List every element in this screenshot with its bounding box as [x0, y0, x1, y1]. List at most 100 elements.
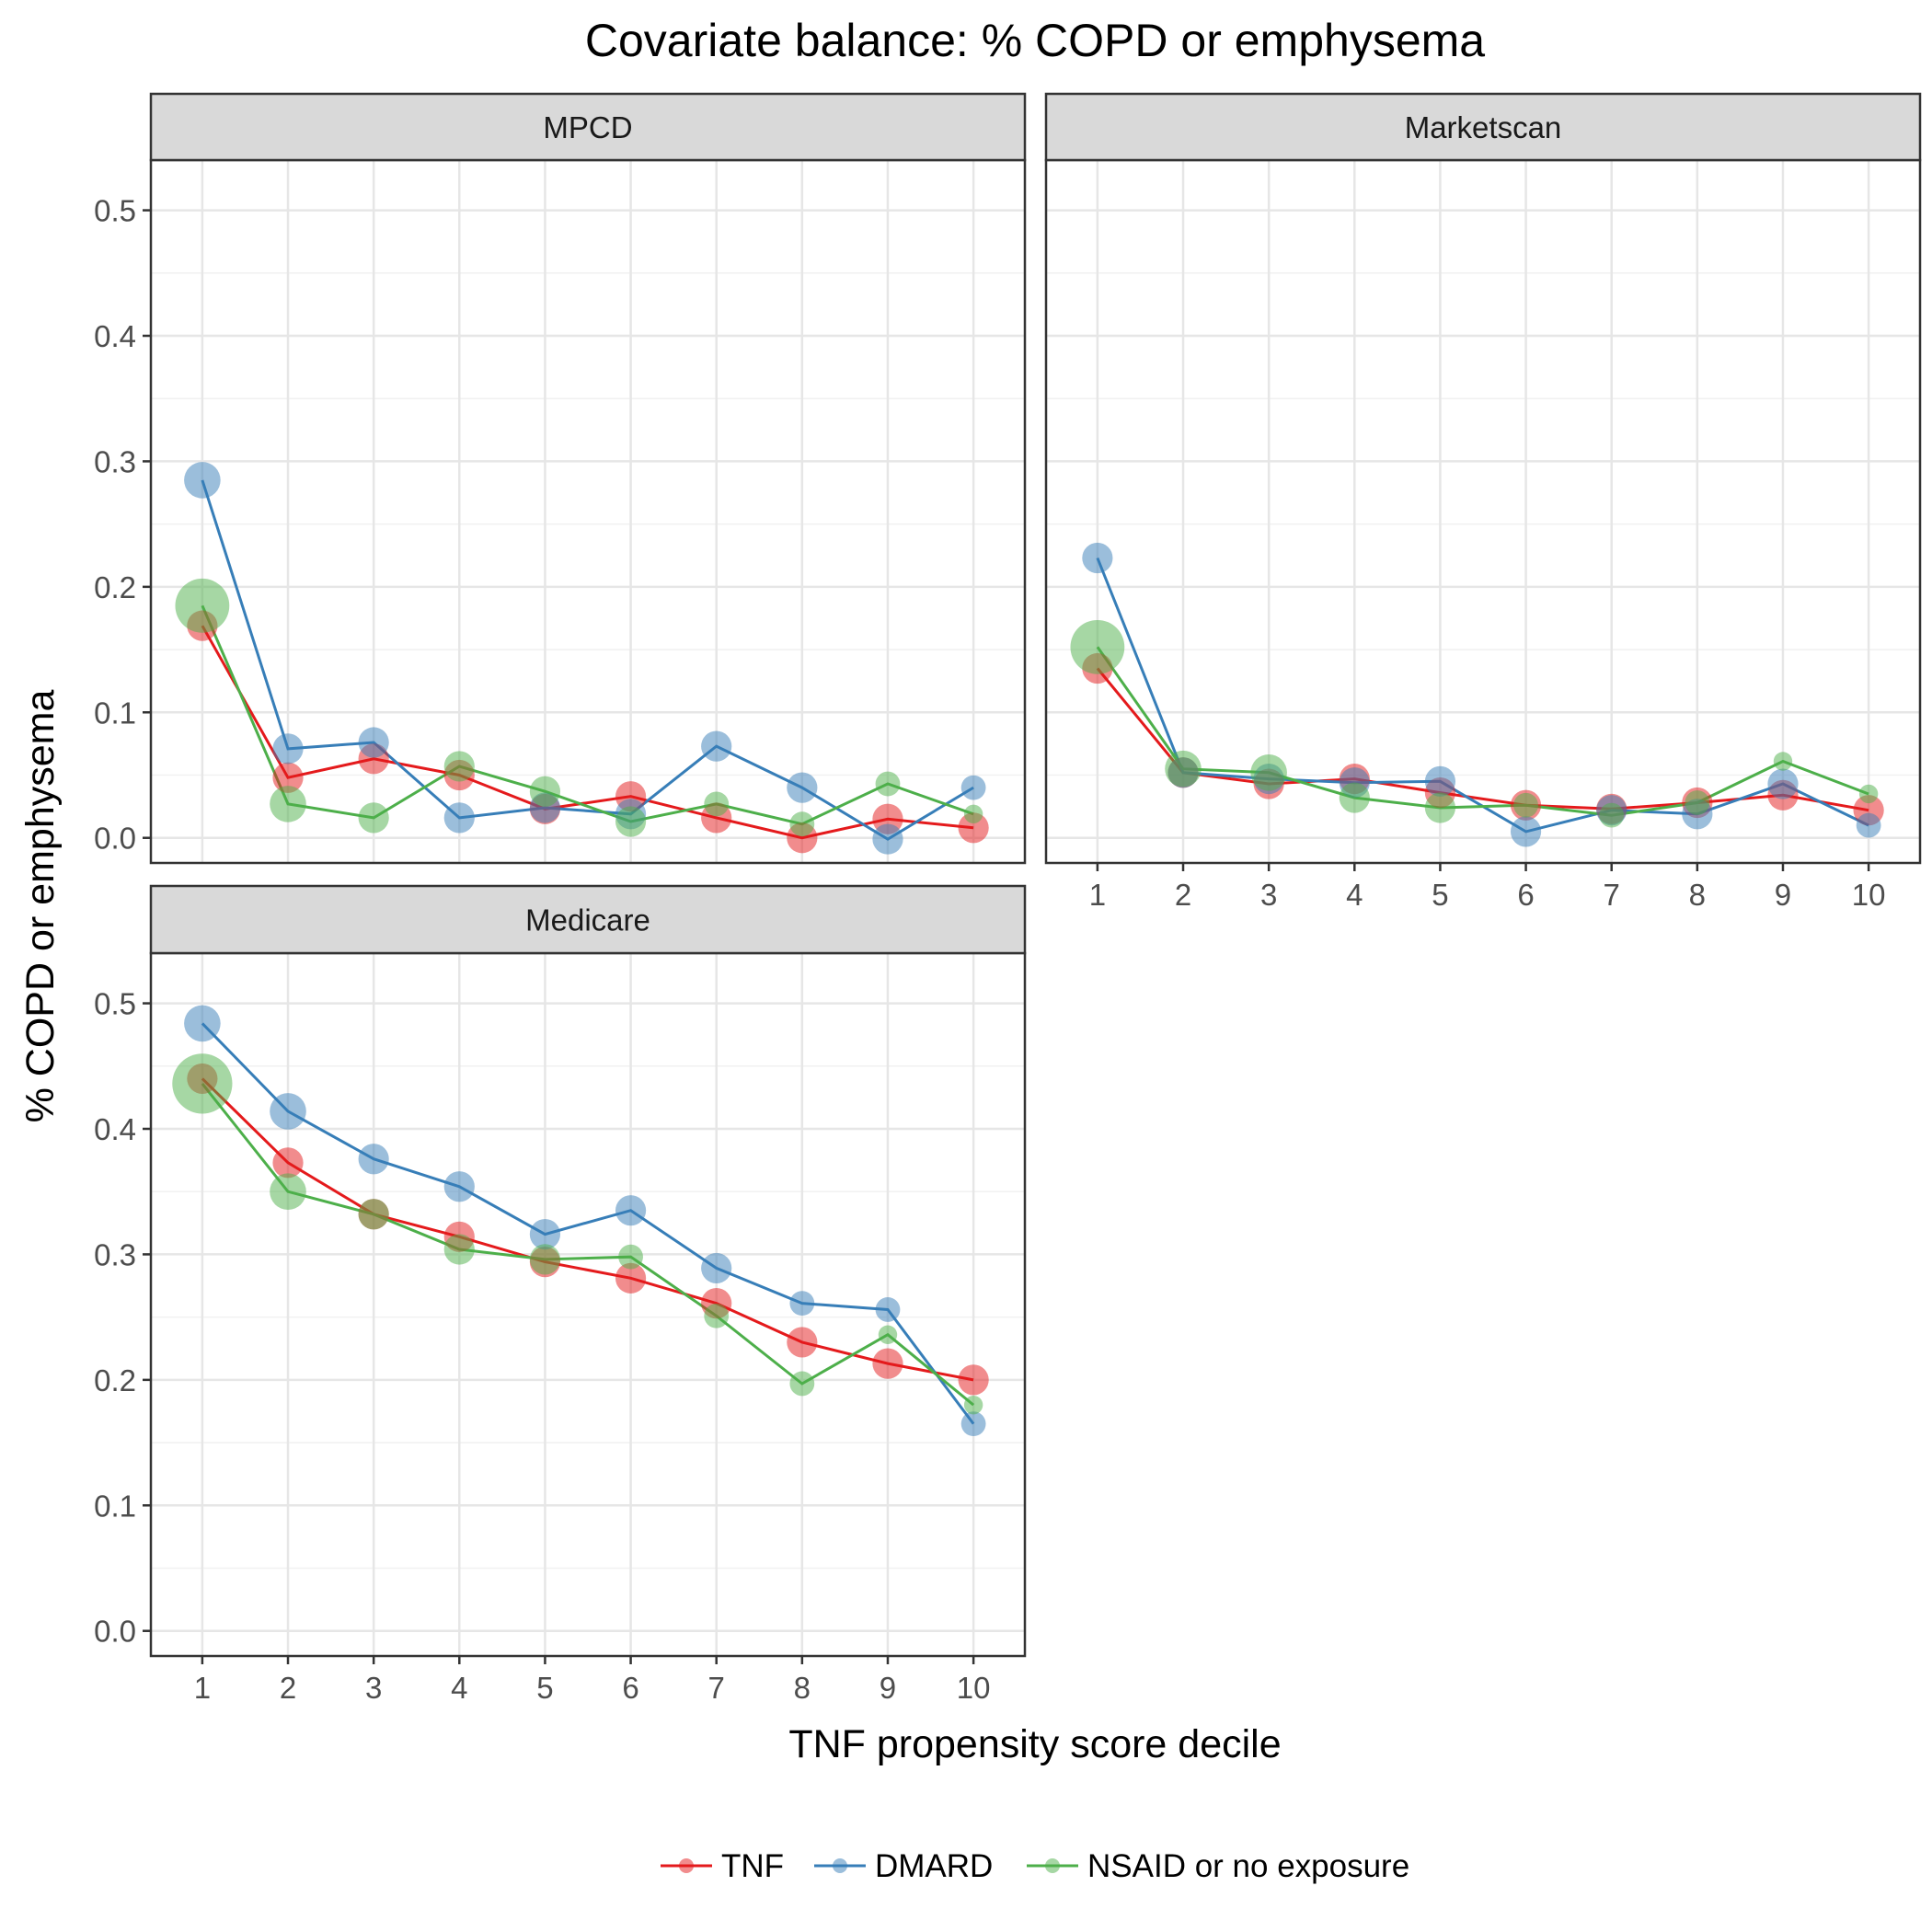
y-tick-label: 0.2: [94, 570, 136, 604]
point-nsaid-or-no-exposure: [270, 1173, 306, 1211]
point-dmard: [184, 1005, 221, 1042]
x-tick-label: 8: [794, 1671, 811, 1705]
x-tick-label: 5: [536, 1671, 553, 1705]
y-tick-label: 0.0: [94, 1615, 136, 1649]
x-tick-label: 4: [1346, 878, 1363, 912]
point-nsaid-or-no-exposure: [1165, 750, 1202, 788]
point-nsaid-or-no-exposure: [875, 771, 901, 797]
x-tick-label: 3: [365, 1671, 382, 1705]
point-dmard: [1082, 542, 1113, 574]
x-tick-label: 1: [1089, 878, 1106, 912]
x-tick-label: 6: [1517, 878, 1534, 912]
x-tick-label: 4: [451, 1671, 467, 1705]
strip-background: [1044, 92, 1922, 162]
panels-layer: MPCD 0.0 0.1 0.2 0.3 0.4 0.5 Marketscan 1 2 3 4 5 6 7 8…: [94, 92, 1922, 1705]
y-tick-label: 0.4: [94, 1112, 136, 1146]
point-nsaid-or-no-exposure: [789, 811, 815, 837]
point-dmard: [789, 1291, 815, 1317]
point-dmard: [787, 772, 818, 803]
panel-mpcd: MPCD 0.0 0.1 0.2 0.3 0.4 0.5: [94, 92, 1027, 865]
point-dmard: [1856, 812, 1881, 838]
point-nsaid-or-no-exposure: [358, 802, 389, 834]
point-nsaid-or-no-exposure: [529, 1244, 561, 1275]
point-nsaid-or-no-exposure: [443, 751, 475, 782]
legend-label: DMARD: [875, 1848, 993, 1884]
point-dmard: [272, 733, 304, 765]
point-dmard: [358, 1144, 389, 1175]
y-tick-label: 0.0: [94, 822, 136, 856]
point-dmard: [960, 775, 986, 800]
point-nsaid-or-no-exposure: [175, 578, 230, 633]
point-nsaid-or-no-exposure: [443, 1234, 475, 1265]
x-tick-label: 8: [1689, 878, 1706, 912]
point-dmard: [529, 1219, 561, 1250]
point-dmard: [1767, 768, 1799, 799]
point-nsaid-or-no-exposure: [1858, 784, 1879, 804]
point-nsaid-or-no-exposure: [618, 1244, 643, 1270]
x-tick-label: 5: [1432, 878, 1448, 912]
legend-item-dmard: DMARD: [814, 1848, 993, 1884]
point-dmard: [184, 462, 221, 499]
y-tick-label: 0.4: [94, 319, 136, 353]
legend-item-tnf: TNF: [661, 1848, 784, 1884]
legend-label: NSAID or no exposure: [1087, 1848, 1409, 1884]
point-dmard: [701, 730, 732, 762]
strip-background: [149, 92, 1027, 162]
x-tick-label: 10: [1852, 878, 1886, 912]
x-tick-label: 1: [194, 1671, 211, 1705]
strip-label: MPCD: [543, 110, 632, 144]
point-nsaid-or-no-exposure: [1685, 790, 1710, 815]
point-nsaid-or-no-exposure: [1070, 619, 1125, 674]
y-tick-label: 0.1: [94, 1489, 136, 1523]
x-tick-label: 10: [957, 1671, 991, 1705]
gridlines: [151, 160, 1025, 863]
point-nsaid-or-no-exposure: [1424, 792, 1456, 823]
point-nsaid-or-no-exposure: [963, 804, 983, 823]
point-nsaid-or-no-exposure: [1773, 752, 1793, 771]
point-tnf: [872, 1348, 903, 1379]
legend: TNF DMARD NSAID or no exposure: [661, 1848, 1409, 1884]
point-nsaid-or-no-exposure: [270, 786, 306, 822]
point-nsaid-or-no-exposure: [1599, 802, 1625, 828]
strip-label: Medicare: [525, 903, 650, 937]
point-tnf: [787, 1327, 818, 1358]
panel-medicare: Medicare 0.0 0.1 0.2 0.3 0.4 0.5 1 2 3 4 5 6 7 8 9 10: [94, 884, 1027, 1705]
point-dmard: [960, 1411, 986, 1437]
point-dmard: [270, 1093, 306, 1130]
series-line-tnf: [201, 625, 974, 840]
series-line-dmard: [201, 479, 974, 841]
point-tnf: [958, 1364, 989, 1396]
y-tick-label: 0.3: [94, 444, 136, 478]
point-nsaid-or-no-exposure: [963, 1395, 983, 1415]
x-tick-label: 2: [280, 1671, 296, 1705]
point-dmard: [875, 1297, 901, 1322]
x-tick-label: 7: [708, 1671, 725, 1705]
point-nsaid-or-no-exposure: [529, 776, 561, 807]
series-line-nsaid-or-no-exposure: [201, 1082, 975, 1407]
y-tick-label: 0.2: [94, 1363, 136, 1397]
y-tick-label: 0.5: [94, 987, 136, 1021]
point-nsaid-or-no-exposure: [789, 1371, 815, 1397]
point-tnf: [958, 812, 989, 844]
point-dmard: [358, 727, 389, 758]
point-nsaid-or-no-exposure: [615, 806, 647, 837]
x-tick-label: 9: [880, 1671, 896, 1705]
point-nsaid-or-no-exposure: [878, 1325, 898, 1344]
x-axis-title: TNF propensity score decile: [788, 1722, 1281, 1766]
legend-item-nsaid-or-no-exposure: NSAID or no exposure: [1027, 1848, 1409, 1884]
legend-key-point: [679, 1858, 694, 1873]
point-nsaid-or-no-exposure: [704, 791, 730, 817]
point-tnf: [615, 1262, 647, 1294]
y-axis-title: % COPD or emphysema: [18, 690, 63, 1123]
series-line-nsaid-or-no-exposure: [201, 604, 974, 826]
point-dmard: [872, 823, 903, 855]
point-dmard: [701, 1252, 732, 1284]
legend-label: TNF: [721, 1848, 784, 1884]
y-tick-label: 0.5: [94, 194, 136, 228]
strip-background: [149, 884, 1027, 955]
point-dmard: [443, 1171, 475, 1202]
point-dmard: [1510, 816, 1542, 847]
series-line-tnf: [201, 1077, 974, 1382]
legend-key-point: [1045, 1858, 1060, 1873]
